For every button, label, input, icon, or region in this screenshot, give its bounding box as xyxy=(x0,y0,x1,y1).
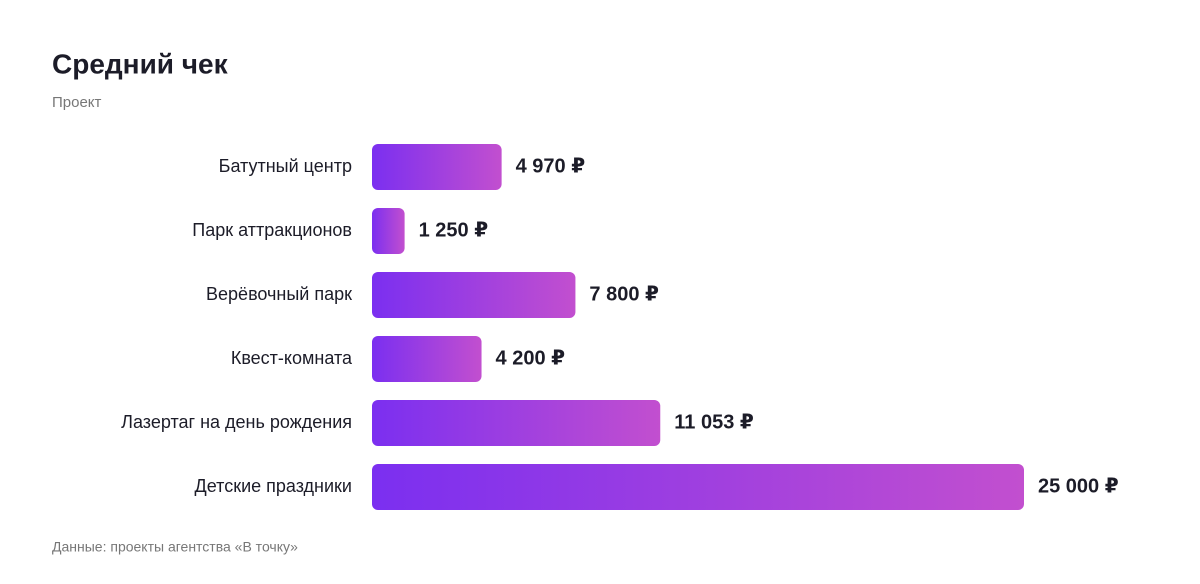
category-label: Парк аттракционов xyxy=(192,220,352,240)
category-label: Батутный центр xyxy=(219,156,352,176)
source-note: Данные: проекты агентства «В точку» xyxy=(52,539,298,555)
category-label: Детские праздники xyxy=(195,476,352,496)
bar xyxy=(372,400,661,446)
bar xyxy=(372,336,482,382)
category-label: Лазертаг на день рождения xyxy=(121,412,352,432)
chart-title: Средний чек xyxy=(52,48,229,79)
value-label: 11 053 ₽ xyxy=(674,411,754,433)
bar xyxy=(372,464,1024,510)
value-label: 1 250 ₽ xyxy=(419,219,489,241)
category-label: Квест-комната xyxy=(231,348,353,368)
bar xyxy=(372,144,502,190)
bar xyxy=(372,208,405,254)
bar xyxy=(372,272,576,318)
value-label: 4 970 ₽ xyxy=(516,155,586,177)
value-label: 7 800 ₽ xyxy=(589,283,659,305)
value-label: 4 200 ₽ xyxy=(496,347,566,369)
category-label: Верёвочный парк xyxy=(206,284,352,304)
value-label: 25 000 ₽ xyxy=(1038,475,1119,497)
chart-subtitle: Проект xyxy=(52,94,102,111)
